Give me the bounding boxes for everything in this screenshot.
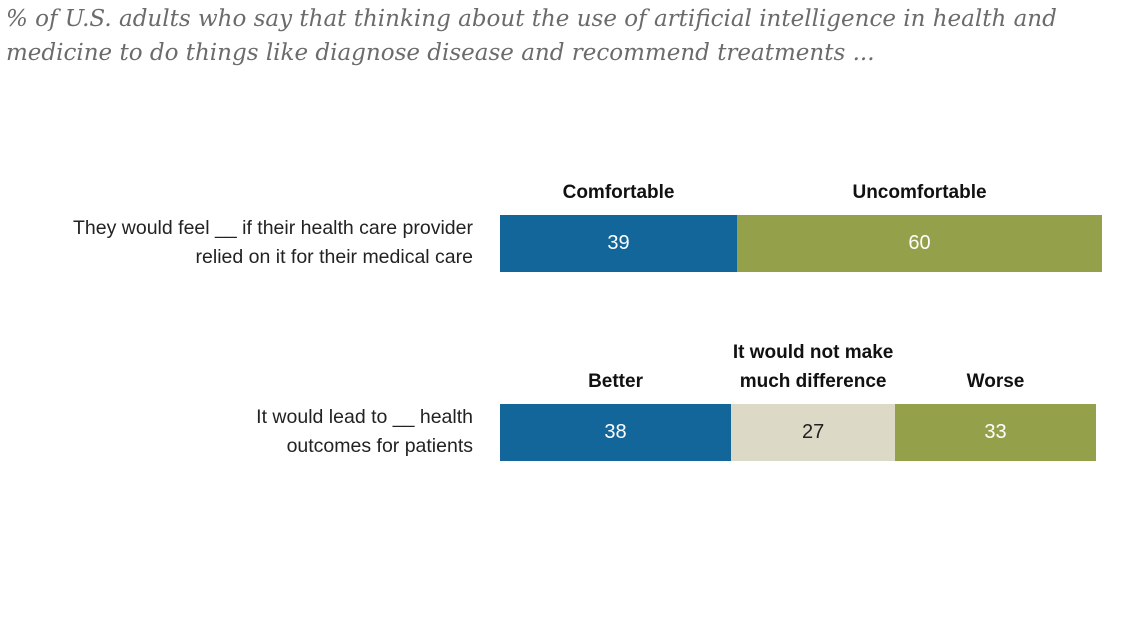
row-label-line: outcomes for patients [286,435,473,457]
segment-header-line: It would not make [732,342,894,363]
chart-subtitle: % of U.S. adults who say that thinking a… [6,6,1057,66]
bar-segment: 39 [500,215,738,272]
segment-header-line: much difference [739,371,887,392]
segment-header: Worse [967,367,1025,396]
row-label: It would lead to __ health outcomes for p… [256,403,473,461]
bar-segment: 33 [895,404,1096,461]
bar-segment: 60 [737,215,1102,272]
segment-header: Uncomfortable [852,178,986,207]
bar-segment: 27 [731,404,896,461]
row-label-line: It would lead to __ health [256,406,473,428]
segment-header-line: Better [588,371,643,392]
row-label: They would feel __ if their health care … [73,214,473,272]
segment-header-line: Comfortable [562,182,675,203]
segment-header-line: Worse [966,371,1025,392]
segment-header: Better [588,367,643,396]
row-label-line: They would feel __ if their health care … [73,217,473,239]
segment-header: It would not make much difference [733,338,893,396]
segment-header: Comfortable [563,178,675,207]
segment-header-line: Uncomfortable [852,182,987,203]
row-label-line: relied on it for their medical care [195,246,473,268]
bar-segment: 38 [500,404,732,461]
